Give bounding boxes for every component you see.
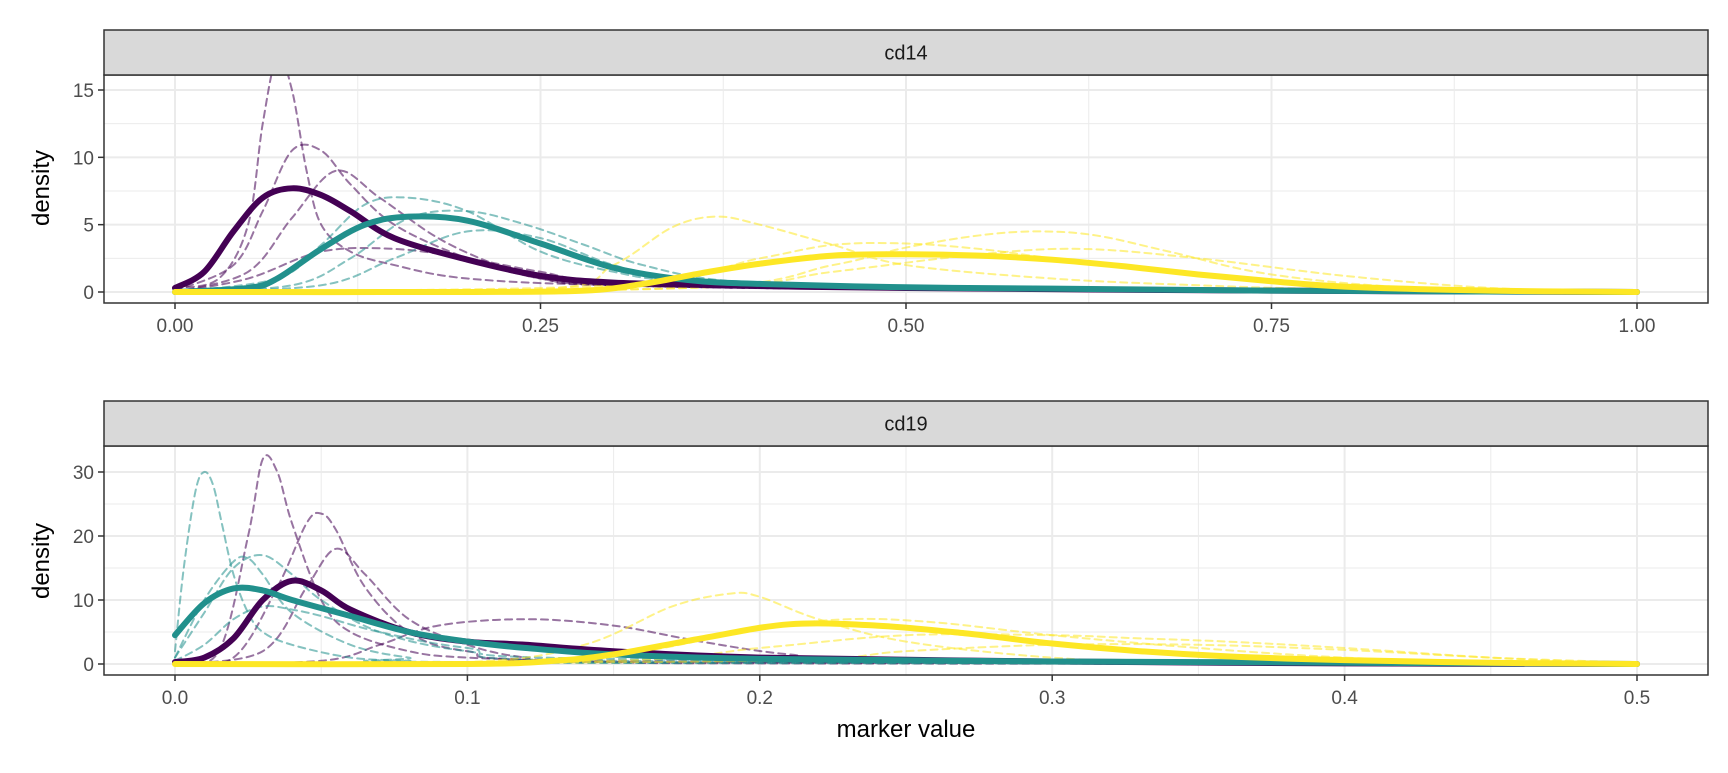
x-tick-label: 0.1 — [454, 688, 480, 709]
x-axis-label: marker value — [837, 716, 976, 743]
x-tick-label: 0.5 — [1624, 688, 1650, 709]
density-line-yellow-solid — [172, 251, 1640, 296]
density-lines — [172, 454, 1640, 668]
y-axis-label-bottom: density — [28, 523, 55, 599]
x-tick-label: 0.3 — [1039, 688, 1065, 709]
y-tick-label: 0 — [83, 283, 94, 304]
x-tick-label: 0.0 — [162, 688, 188, 709]
x-tick-label: 0.25 — [522, 316, 559, 337]
density-line-teal-dashed — [174, 196, 1638, 293]
y-axis-label-top: density — [28, 150, 55, 226]
x-tick-label: 0.4 — [1331, 688, 1358, 709]
density-line-teal-solid — [172, 584, 1640, 667]
facet-strip — [103, 29, 1709, 76]
density-lines — [172, 75, 1640, 296]
x-tick-label: 0.75 — [1253, 316, 1290, 337]
y-tick-label: 5 — [83, 216, 94, 237]
y-tick-label: 0 — [83, 655, 94, 676]
x-tick-label: 0.00 — [157, 316, 194, 337]
y-tick-label: 20 — [73, 527, 94, 548]
y-tick-label: 30 — [73, 463, 94, 484]
facet-strip — [103, 400, 1709, 447]
facet-panel-cd14: cd14 0 5 10 15 0.00 0.25 0.50 0.75 1.00 — [73, 29, 1709, 337]
facet-panel-cd19: cd19 0 10 20 30 0.0 0.1 0.2 0.3 0.4 0.5 — [73, 400, 1709, 709]
y-tick-label: 15 — [73, 81, 94, 102]
x-tick-label: 0.50 — [888, 316, 925, 337]
facet-strip-label: cd19 — [884, 414, 927, 436]
y-tick-label: 10 — [73, 591, 94, 612]
density-line-yellow-solid — [172, 620, 1640, 668]
facet-strip-label: cd14 — [884, 43, 927, 65]
density-line-yellow-dashed — [174, 247, 1638, 293]
y-tick-label: 10 — [73, 148, 94, 169]
x-tick-label: 1.00 — [1619, 316, 1656, 337]
x-tick-label: 0.2 — [747, 688, 773, 709]
density-line-teal-solid — [172, 213, 1640, 295]
